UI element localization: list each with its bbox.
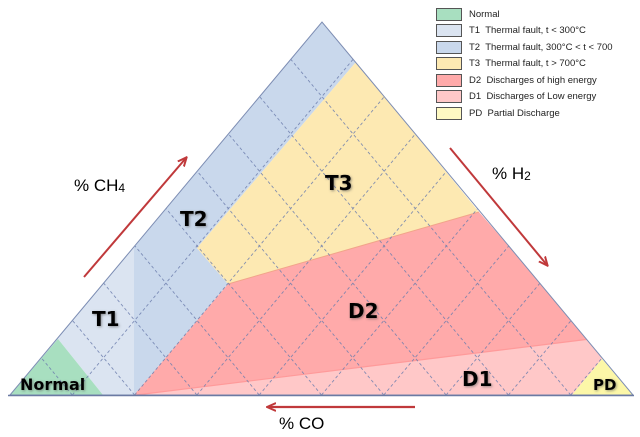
legend-text: Normal <box>469 8 500 20</box>
legend-item-t3: T3 Thermal fault, t > 700°C <box>436 56 640 72</box>
legend-swatch <box>436 7 462 21</box>
legend-item-d2: D2 Discharges of high energy <box>436 72 640 88</box>
legend-text: T3 Thermal fault, t > 700°C <box>469 58 586 69</box>
label-d2: D2 <box>348 299 379 323</box>
legend-text: D1 Discharges of Low energy <box>469 91 597 102</box>
legend-swatch <box>436 90 462 103</box>
label-d1: D1 <box>462 367 493 391</box>
axis-label-ch4: % CH4 <box>74 176 125 195</box>
label-t1: T1 <box>92 307 120 331</box>
legend-swatch <box>436 40 462 54</box>
legend-swatch <box>436 73 462 87</box>
label-normal: Normal <box>20 375 85 394</box>
h2-arrow-icon <box>449 147 547 265</box>
region-t3 <box>197 62 479 284</box>
legend-text: PD Partial Discharge <box>469 107 560 119</box>
legend-item-t2: T2 Thermal fault, 300°C < t < 700 <box>436 39 640 55</box>
legend-item-normal: Normal <box>436 6 640 22</box>
region-t1 <box>58 248 134 395</box>
grid-lines <box>40 59 603 395</box>
ch4-arrow-icon <box>83 158 186 278</box>
legend-item-t1: T1 Thermal fault, t < 300°C <box>436 23 640 39</box>
label-pd: PD <box>593 376 616 394</box>
label-t2: T2 <box>180 207 208 231</box>
region-pd <box>572 359 633 395</box>
axis-label-h2: % H2 <box>492 164 531 183</box>
legend-swatch <box>436 57 462 70</box>
legend-item-pd: PD Partial Discharge <box>436 105 640 121</box>
legend-item-d1: D1 Discharges of Low energy <box>436 89 640 105</box>
region-normal <box>10 339 103 395</box>
legend-swatch <box>436 106 462 120</box>
legend: Normal T1 Thermal fault, t < 300°C T2 Th… <box>436 6 640 122</box>
legend-swatch <box>436 24 462 37</box>
legend-text: D2 Discharges of high energy <box>469 74 597 86</box>
label-t3: T3 <box>325 171 353 195</box>
legend-text: T1 Thermal fault, t < 300°C <box>469 25 586 36</box>
legend-text: T2 Thermal fault, 300°C < t < 700 <box>469 41 613 53</box>
axis-label-co: % CO <box>279 414 324 433</box>
region-d2 <box>134 212 590 395</box>
